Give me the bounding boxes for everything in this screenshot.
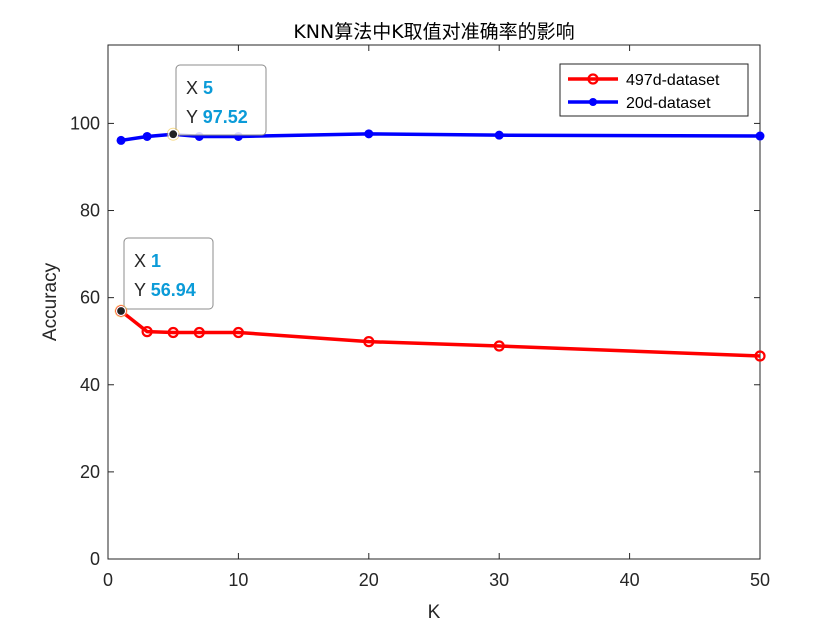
datatip-x-row: X 1 [134,251,161,271]
datatip-box [175,64,267,136]
legend-label: 20d-dataset [626,95,711,112]
datatip: X 5Y 97.52 [166,64,267,141]
data-point [141,326,153,338]
datatip-x-key: X [134,251,151,271]
x-tick-label: 20 [359,570,379,590]
data-point [116,135,126,145]
legend-marker [587,73,599,85]
y-tick-label: 80 [80,201,100,221]
data-point [755,131,765,141]
datatip-y-row: Y 97.52 [186,107,248,127]
datatip-layer: X 5Y 97.52X 1Y 56.94 [114,64,267,318]
x-tick-label: 50 [750,570,770,590]
data-point [493,340,505,352]
datatip-marker [115,305,127,317]
chart-title: KNN算法中K取值对准确率的影响 [293,21,574,43]
y-axis-title: Accuracy [40,262,61,341]
datatip-y-row: Y 56.94 [134,280,196,300]
data-point [142,131,152,141]
legend-entry: 20d-dataset [568,95,711,112]
datatip-y-value: 97.52 [203,107,248,127]
legend-label: 497d-dataset [626,72,720,89]
datatip-box [123,237,214,310]
y-tick-label: 60 [80,288,100,308]
y-tick-label: 0 [90,549,100,569]
axes-layer: 0 10 20 30 40 50 0 20 40 60 80 100 [70,44,770,590]
legend-marker [589,98,597,106]
data-point [364,129,374,139]
data-point [363,336,375,348]
x-tick-label: 40 [620,570,640,590]
y-tick-label: 20 [80,462,100,482]
data-point [494,130,504,140]
datatip-y-key: Y [186,107,203,127]
legend-entry: 497d-dataset [568,72,720,89]
data-point [754,350,766,362]
y-tick-label: 100 [70,113,100,133]
x-tick-label: 0 [103,570,113,590]
datatip-x-value: 5 [203,78,213,98]
data-point [167,326,179,339]
datatip-x-row: X 5 [186,78,213,98]
data-point [232,326,244,339]
datatip-x-key: X [186,78,203,98]
datatip-x-value: 1 [151,251,161,271]
series-20d-dataset [116,129,765,145]
datatip-marker [168,129,179,140]
x-tick-label: 30 [489,570,509,590]
datatip: X 1Y 56.94 [114,237,214,318]
x-axis-title: K [428,602,441,623]
datatip-marker-ring [166,127,180,141]
legend: 497d-dataset 20d-dataset [559,63,749,117]
x-tick-label: 10 [228,570,248,590]
datatip-y-value: 56.94 [151,280,196,300]
data-point [193,326,205,339]
datatip-y-key: Y [134,280,151,300]
y-tick-label: 40 [80,375,100,395]
legend-box [559,63,749,117]
datatip-marker-ring [114,304,128,318]
